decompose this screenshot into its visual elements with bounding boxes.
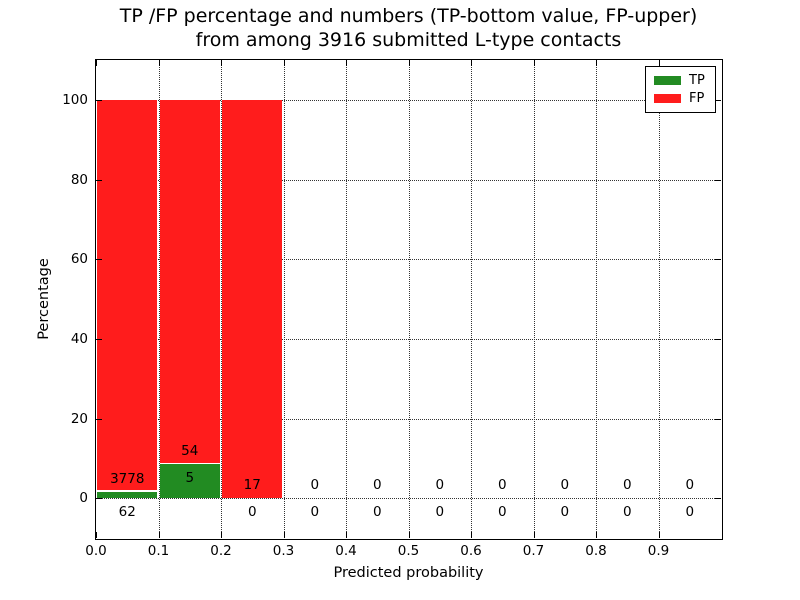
legend-label-tp: TP xyxy=(689,73,705,88)
x-tick-label: 0.1 xyxy=(147,543,170,559)
x-tick-label: 0.5 xyxy=(397,543,420,559)
tp-swatch-icon xyxy=(654,76,681,85)
chart-title: TP /FP percentage and numbers (TP-bottom… xyxy=(96,5,721,52)
x-tick-label: 0.6 xyxy=(460,543,482,559)
plot-area xyxy=(94,58,723,540)
y-axis-title: Percentage xyxy=(36,258,52,340)
x-tick-label: 0.8 xyxy=(585,543,607,559)
y-tick-label: 20 xyxy=(70,410,88,427)
x-tick-label: 0.7 xyxy=(522,543,545,559)
y-tick-label: 0 xyxy=(79,490,88,507)
y-tick-label: 80 xyxy=(70,171,88,188)
fp-swatch-icon xyxy=(654,94,681,103)
x-tick-label: 0.9 xyxy=(647,543,670,559)
x-axis-title: Predicted probability xyxy=(333,565,484,581)
legend-item-tp: TP xyxy=(654,73,715,88)
chart-title-line2: from among 3916 submitted L-type contact… xyxy=(195,28,622,51)
legend: TP FP xyxy=(645,66,716,113)
x-tick-label: 0.0 xyxy=(85,543,107,559)
legend-item-fp: FP xyxy=(654,91,715,106)
legend-label-fp: FP xyxy=(689,91,705,106)
y-tick-label: 100 xyxy=(62,91,88,108)
x-tick-label: 0.2 xyxy=(210,543,232,559)
x-tick-label: 0.3 xyxy=(272,543,295,559)
x-tick-label: 0.4 xyxy=(335,543,357,559)
chart-title-line1: TP /FP percentage and numbers (TP-bottom… xyxy=(119,5,698,27)
